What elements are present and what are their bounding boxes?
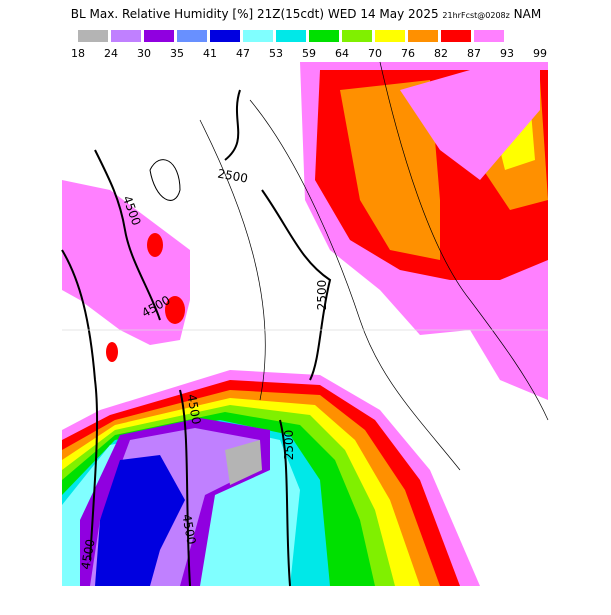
legend-swatch bbox=[243, 30, 273, 42]
contour-label: 2500 bbox=[282, 430, 296, 461]
legend-label: 70 bbox=[368, 47, 382, 60]
legend-swatch bbox=[210, 30, 240, 42]
legend-swatch bbox=[474, 30, 504, 42]
legend-label: 30 bbox=[137, 47, 151, 60]
w-moisture bbox=[62, 180, 190, 362]
legend-label: 41 bbox=[203, 47, 217, 60]
contours bbox=[61, 61, 549, 587]
legend-swatch bbox=[111, 30, 141, 42]
legend-swatch bbox=[441, 30, 471, 42]
forecast: 21hrFcst@0208z bbox=[442, 11, 509, 20]
ne-moisture bbox=[300, 62, 548, 400]
s-moisture bbox=[62, 370, 480, 586]
legend-label: 76 bbox=[401, 47, 415, 60]
legend-swatch bbox=[144, 30, 174, 42]
contour-label: 2500 bbox=[315, 280, 329, 311]
legend-label: 93 bbox=[500, 47, 514, 60]
legend-swatch bbox=[342, 30, 372, 42]
legend-swatch bbox=[177, 30, 207, 42]
title: BL Max. Relative Humidity [%] 21Z(15cdt)… bbox=[71, 7, 541, 21]
legend: 18 24 30 35 41 47 53 59 64 70 76 82 87 93 99 bbox=[71, 30, 547, 60]
legend-label: 82 bbox=[434, 47, 448, 60]
legend-label: 59 bbox=[302, 47, 316, 60]
legend-swatch bbox=[276, 30, 306, 42]
contour-label: 2500 bbox=[216, 167, 249, 186]
legend-label: 47 bbox=[236, 47, 250, 60]
legend-label: 18 bbox=[71, 47, 85, 60]
model: NAM bbox=[514, 7, 542, 21]
legend-swatch bbox=[78, 30, 108, 42]
contour-label: 4500 bbox=[79, 538, 98, 571]
legend-swatch bbox=[375, 30, 405, 42]
title-text: BL Max. Relative Humidity [%] 21Z(15cdt)… bbox=[71, 7, 439, 21]
contour-label: 4500 bbox=[179, 513, 198, 546]
legend-label: 99 bbox=[533, 47, 547, 60]
legend-label: 53 bbox=[269, 47, 283, 60]
legend-label: 64 bbox=[335, 47, 349, 60]
contour-label: 4500 bbox=[184, 393, 203, 426]
legend-label: 35 bbox=[170, 47, 184, 60]
legend-label: 24 bbox=[104, 47, 118, 60]
legend-swatch bbox=[309, 30, 339, 42]
legend-swatch bbox=[408, 30, 438, 42]
legend-label: 87 bbox=[467, 47, 481, 60]
